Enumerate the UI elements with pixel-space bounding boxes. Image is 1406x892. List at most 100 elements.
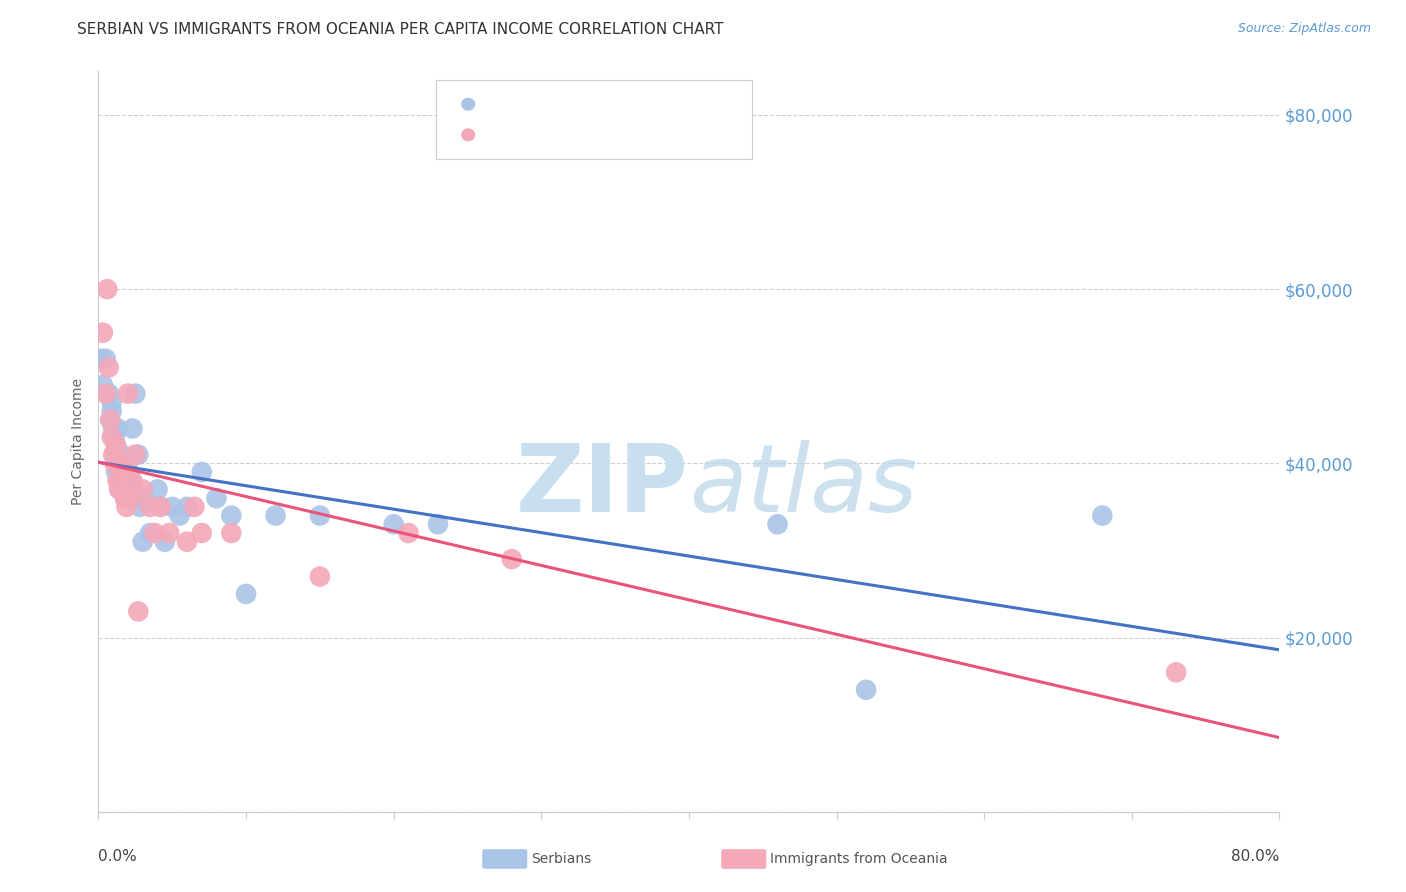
Point: [110, 465, 132, 479]
Point: [157, 526, 180, 541]
Point: [94, 351, 117, 366]
Point: [176, 534, 198, 549]
Point: [111, 448, 134, 462]
Point: [128, 500, 150, 514]
Text: Immigrants from Oceania: Immigrants from Oceania: [770, 852, 948, 866]
Point: [139, 500, 162, 514]
Point: [118, 483, 141, 497]
Point: [98, 413, 121, 427]
Point: [110, 483, 132, 497]
Point: [91, 326, 114, 340]
Point: [91, 378, 114, 392]
Point: [115, 456, 138, 470]
Point: [105, 439, 128, 453]
Text: ZIP: ZIP: [516, 440, 689, 532]
Text: atlas: atlas: [689, 441, 917, 532]
Text: -0.353: -0.353: [530, 128, 582, 143]
Point: [100, 430, 122, 444]
Point: [108, 483, 131, 497]
Text: R =: R =: [488, 128, 519, 143]
Point: [100, 395, 122, 409]
Point: [105, 465, 128, 479]
Point: [98, 413, 121, 427]
Point: [309, 569, 332, 583]
Point: [398, 526, 420, 541]
Point: [162, 500, 183, 514]
Point: [118, 465, 141, 479]
Point: [117, 386, 139, 401]
Point: [1166, 665, 1188, 680]
Point: [124, 386, 146, 401]
Point: [176, 500, 198, 514]
Point: [124, 448, 146, 462]
Y-axis label: Per Capita Income: Per Capita Income: [72, 378, 86, 505]
Text: N =: N =: [595, 96, 627, 112]
Point: [107, 421, 129, 435]
Point: [104, 430, 127, 444]
Point: [143, 526, 166, 541]
Text: 0.0%: 0.0%: [98, 849, 138, 863]
Point: [127, 604, 149, 618]
Point: [146, 483, 169, 497]
Point: [90, 351, 112, 366]
Point: [382, 517, 405, 532]
Point: [108, 474, 131, 488]
Point: [127, 448, 149, 462]
Point: [114, 491, 136, 505]
Text: 49: 49: [636, 96, 655, 112]
Point: [97, 360, 120, 375]
Point: [103, 448, 125, 462]
Point: [104, 456, 127, 470]
Text: -0.369: -0.369: [530, 96, 582, 112]
Point: [104, 448, 127, 462]
Point: [183, 500, 205, 514]
Text: Source: ZipAtlas.com: Source: ZipAtlas.com: [1237, 22, 1371, 36]
Point: [100, 404, 122, 418]
Point: [107, 474, 129, 488]
Point: [191, 526, 214, 541]
Text: SERBIAN VS IMMIGRANTS FROM OCEANIA PER CAPITA INCOME CORRELATION CHART: SERBIAN VS IMMIGRANTS FROM OCEANIA PER C…: [77, 22, 724, 37]
Text: Serbians: Serbians: [531, 852, 592, 866]
Point: [117, 474, 139, 488]
Text: R =: R =: [488, 96, 519, 112]
Point: [132, 483, 155, 497]
Point: [114, 491, 136, 505]
Point: [221, 508, 243, 523]
Point: [221, 526, 243, 541]
Point: [169, 508, 191, 523]
Text: 35: 35: [636, 128, 655, 143]
Text: N =: N =: [595, 128, 627, 143]
Point: [205, 491, 228, 505]
Point: [122, 491, 145, 505]
Point: [97, 386, 120, 401]
Point: [110, 456, 132, 470]
Point: [309, 508, 332, 523]
Point: [94, 386, 117, 401]
Point: [149, 500, 172, 514]
Point: [766, 517, 789, 532]
Point: [427, 517, 450, 532]
Point: [112, 465, 135, 479]
Point: [120, 474, 142, 488]
Point: [235, 587, 257, 601]
Point: [115, 500, 138, 514]
Point: [105, 439, 128, 453]
Point: [108, 465, 131, 479]
Point: [120, 491, 142, 505]
Text: 80.0%: 80.0%: [1232, 849, 1279, 863]
Point: [103, 421, 125, 435]
Point: [264, 508, 287, 523]
Point: [111, 465, 134, 479]
Point: [1091, 508, 1114, 523]
Point: [139, 526, 162, 541]
Point: [96, 282, 118, 296]
Point: [191, 465, 214, 479]
Point: [855, 682, 877, 697]
Point: [135, 491, 157, 505]
Point: [132, 534, 155, 549]
Point: [121, 421, 143, 435]
Point: [121, 474, 143, 488]
Point: [501, 552, 523, 566]
Point: [112, 483, 135, 497]
Point: [153, 534, 176, 549]
